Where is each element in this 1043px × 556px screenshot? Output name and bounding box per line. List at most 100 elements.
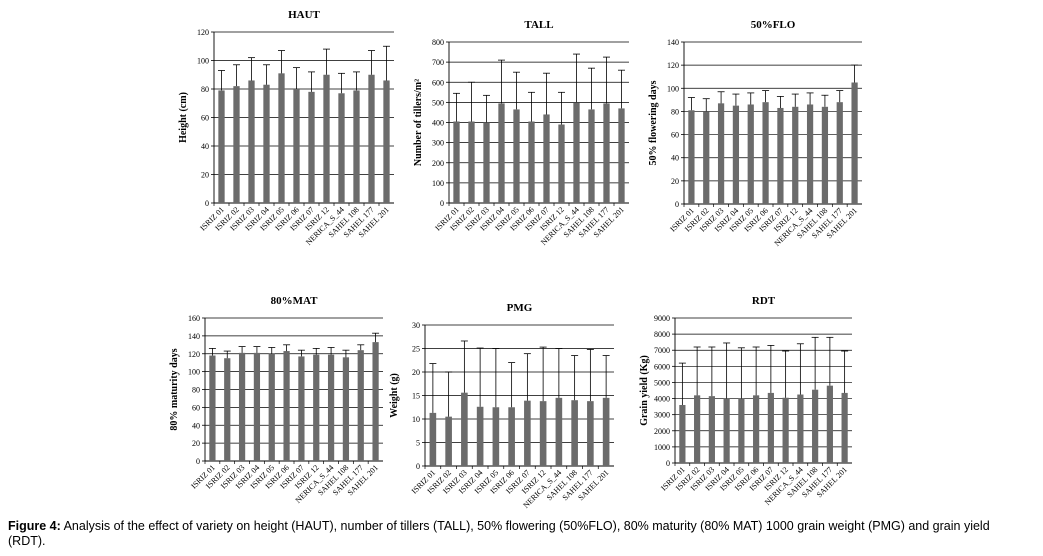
- y-tick-label: 400: [432, 119, 444, 128]
- chart-50flo-svg: 50%FLO 50% flowering days 0 20 40 60 80 100 120 1…: [648, 19, 862, 248]
- y-tick-label: 60: [671, 131, 679, 140]
- bar: [821, 106, 829, 204]
- y-tick-label: 80: [192, 386, 200, 395]
- bar: [826, 385, 833, 463]
- y-tick-label: 140: [667, 38, 679, 47]
- chart-title: PMG: [507, 302, 533, 314]
- bar: [688, 110, 695, 204]
- bar: [777, 107, 784, 204]
- chart-title: 80%MAT: [271, 295, 319, 307]
- y-tick-label: 100: [667, 84, 679, 93]
- bar: [679, 405, 686, 463]
- bar: [298, 356, 305, 461]
- bar: [263, 84, 270, 203]
- bar: [753, 395, 760, 463]
- y-tick-label: 0: [205, 199, 209, 208]
- bar: [738, 398, 745, 463]
- chart-title: TALL: [524, 19, 553, 31]
- bar: [278, 73, 285, 203]
- y-tick-label: 120: [197, 28, 209, 37]
- y-axis-label: 50% flowering days: [648, 80, 659, 165]
- y-tick-label: 1000: [654, 443, 670, 452]
- bar: [782, 397, 789, 463]
- y-tick-label: 8000: [654, 330, 670, 339]
- bar: [762, 102, 769, 204]
- chart-title: 50%FLO: [751, 19, 796, 31]
- bar: [841, 392, 848, 463]
- bar: [353, 90, 360, 203]
- figure-caption: Figure 4: Analysis of the effect of vari…: [8, 519, 1028, 549]
- y-tick-label: 0: [196, 457, 200, 466]
- bar: [539, 401, 547, 466]
- y-tick-label: 80: [201, 85, 209, 94]
- bar: [429, 412, 437, 466]
- y-axis-label: Weight (g): [389, 373, 400, 418]
- y-tick-label: 30: [412, 321, 420, 330]
- bar: [851, 82, 858, 204]
- bar: [283, 351, 290, 461]
- y-tick-label: 120: [667, 61, 679, 70]
- y-tick-label: 100: [432, 179, 444, 188]
- bar: [248, 80, 255, 203]
- bar: [372, 342, 379, 461]
- bar: [368, 74, 375, 203]
- y-tick-label: 700: [432, 58, 444, 67]
- bar: [528, 121, 535, 203]
- y-tick-label: 40: [671, 154, 679, 163]
- chart-pmg: PMG Weight (g) 0 5 10 15 20 25 30 ISRIZ 01 ISRIZ 0…: [389, 295, 630, 520]
- y-tick-label: 9000: [654, 314, 670, 323]
- bar: [218, 90, 225, 203]
- bar: [342, 357, 350, 461]
- y-axis-label: Grain yield (Kg): [639, 355, 650, 426]
- bar: [694, 395, 701, 463]
- bar: [268, 353, 275, 461]
- bar: [461, 392, 468, 466]
- bar: [513, 109, 520, 203]
- y-tick-label: 40: [201, 142, 209, 151]
- bar: [703, 111, 710, 204]
- y-axis-label: Number of tillers/m²: [413, 79, 424, 166]
- bar: [492, 407, 500, 466]
- bar: [327, 354, 335, 461]
- y-axis-label: 80% maturity days: [169, 348, 180, 430]
- bar: [792, 106, 799, 204]
- bar: [587, 401, 594, 466]
- bar: [468, 121, 475, 203]
- chart-haut: HAUT Height (cm) 0 20 40 60 80 100 120 ISRIZ 01 IS…: [170, 5, 410, 270]
- bar: [767, 392, 774, 463]
- bar: [558, 124, 565, 203]
- y-tick-label: 140: [188, 332, 200, 341]
- bar: [602, 397, 610, 466]
- y-tick-label: 300: [432, 139, 444, 148]
- bar: [573, 102, 580, 203]
- y-tick-label: 5: [416, 439, 420, 448]
- bar: [806, 104, 814, 204]
- bar: [233, 86, 240, 203]
- bar: [209, 355, 216, 461]
- bar: [571, 400, 578, 466]
- chart-80mat-svg: 80%MAT 80% maturity days 0 20 40 60 80 100 120 14…: [169, 295, 383, 505]
- bar: [453, 121, 460, 203]
- bar: [308, 91, 315, 203]
- y-tick-label: 60: [201, 114, 209, 123]
- bar: [524, 400, 531, 466]
- y-tick-label: 5000: [654, 378, 670, 387]
- y-tick-label: 800: [432, 38, 444, 47]
- bar: [508, 407, 515, 466]
- y-tick-label: 0: [675, 200, 679, 209]
- chart-50flo: 50%FLO 50% flowering days 0 20 40 60 80 100 120 1…: [640, 12, 880, 277]
- bar: [476, 406, 484, 466]
- bar: [618, 108, 625, 203]
- bar: [747, 104, 754, 204]
- y-tick-label: 100: [188, 368, 200, 377]
- bar: [357, 350, 364, 461]
- y-tick-label: 6000: [654, 362, 670, 371]
- y-tick-label: 80: [671, 107, 679, 116]
- y-tick-label: 160: [188, 314, 200, 323]
- bar: [603, 103, 610, 203]
- y-tick-label: 40: [192, 421, 200, 430]
- chart-tall-svg: TALL Number of tillers/m² 0 100 200 300 400 500…: [413, 19, 629, 247]
- y-tick-label: 0: [416, 462, 420, 471]
- bar: [313, 354, 320, 461]
